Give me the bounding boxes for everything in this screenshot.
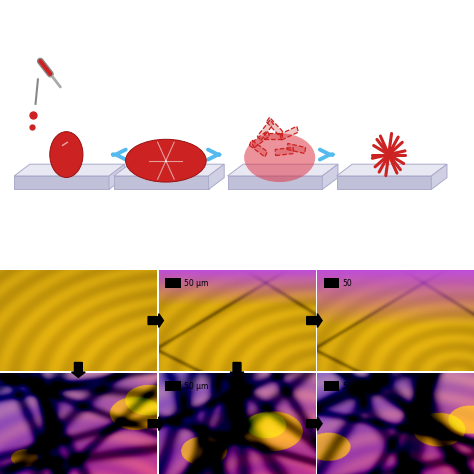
- Text: 50: 50: [342, 279, 352, 288]
- FancyBboxPatch shape: [252, 131, 270, 148]
- Polygon shape: [228, 176, 322, 190]
- FancyArrow shape: [72, 363, 85, 377]
- Polygon shape: [209, 164, 224, 190]
- FancyBboxPatch shape: [249, 140, 267, 157]
- Ellipse shape: [50, 132, 83, 177]
- Polygon shape: [114, 176, 209, 190]
- Bar: [165, 381, 181, 392]
- Bar: [324, 278, 339, 288]
- Text: 50: 50: [342, 382, 352, 391]
- FancyArrow shape: [307, 417, 322, 430]
- Text: 50 μm: 50 μm: [184, 279, 208, 288]
- Polygon shape: [14, 164, 125, 176]
- Polygon shape: [228, 164, 338, 176]
- Ellipse shape: [244, 133, 315, 182]
- FancyBboxPatch shape: [280, 127, 299, 140]
- FancyArrow shape: [148, 314, 164, 328]
- FancyBboxPatch shape: [257, 120, 273, 140]
- Polygon shape: [431, 164, 447, 190]
- Bar: [165, 278, 181, 288]
- Polygon shape: [337, 176, 431, 190]
- Bar: [324, 381, 339, 392]
- Polygon shape: [109, 164, 125, 190]
- FancyArrow shape: [148, 417, 164, 430]
- FancyArrow shape: [307, 314, 322, 328]
- Polygon shape: [114, 164, 224, 176]
- Polygon shape: [14, 176, 109, 190]
- FancyBboxPatch shape: [275, 147, 293, 155]
- FancyBboxPatch shape: [287, 144, 306, 154]
- Ellipse shape: [126, 139, 206, 182]
- FancyArrow shape: [230, 363, 244, 377]
- Text: 50 μm: 50 μm: [184, 382, 208, 391]
- Polygon shape: [322, 164, 338, 190]
- FancyBboxPatch shape: [264, 133, 282, 139]
- Polygon shape: [337, 164, 447, 176]
- FancyBboxPatch shape: [266, 117, 283, 137]
